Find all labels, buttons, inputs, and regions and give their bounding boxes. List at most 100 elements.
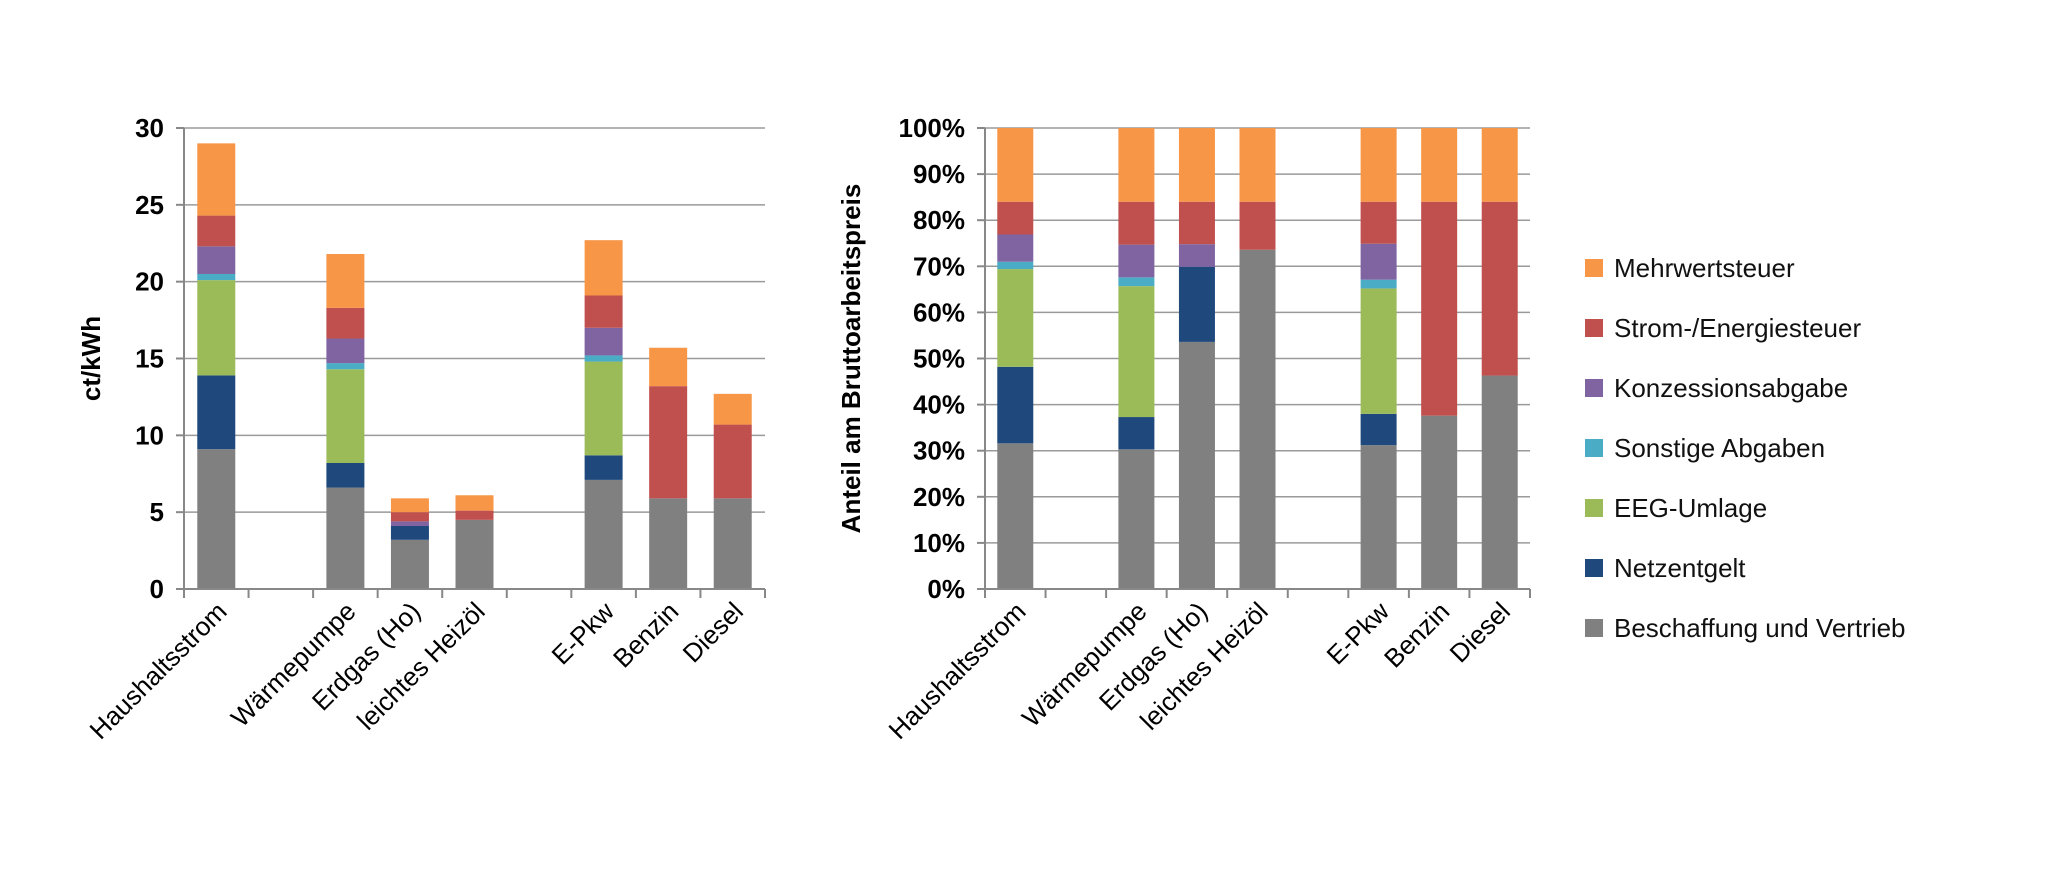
legend: Mehrwertsteuer Strom-/Energiesteuer Konzes… [1585,253,1906,643]
bar-segment-konzessionsabgabe-erdgas-ho [1178,244,1215,267]
legend-swatch-netzentgelt [1585,559,1603,577]
bar-segment-eeg-umlage-waermepumpe [326,369,365,463]
bar-segment-strom-energiesteuer-waermepumpe [326,307,365,339]
legend-swatch-konzessionsabgabe [1585,379,1603,397]
y-axis-title: Anteil am Bruttoarbeitspreis [836,184,866,534]
bar-segment-sonstige-abgaben-waermepumpe [326,363,365,370]
bar-segment-mehrwertsteuer-diesel [1481,128,1518,202]
bar-segment-mehrwertsteuer-erdgas-ho [390,498,429,513]
bar-segment-strom-energiesteuer-erdgas-ho [390,512,429,522]
y-tick-label: 5 [150,497,164,527]
y-tick-label: 20 [135,267,164,297]
bar-segment-konzessionsabgabe-waermepumpe [1118,244,1155,278]
y-tick-label: 90% [913,159,965,189]
bar-segment-strom-energiesteuer-leichtes-heizoel [455,510,494,520]
bar-segment-konzessionsabgabe-haushaltsstrom [197,246,236,274]
x-category-label: Benzin [1378,596,1455,673]
bar-segment-strom-energiesteuer-diesel [1481,201,1518,376]
y-axis-title: ct/kWh [76,316,106,401]
bar-segment-eeg-umlage-e-pkw [584,361,623,456]
bar-segment-sonstige-abgaben-e-pkw [584,355,623,362]
legend-label-strom-energiesteuer: Strom-/Energiesteuer [1614,313,1861,343]
bar-segment-beschaffung-und-vertrieb-diesel [713,498,752,589]
bar-segment-konzessionsabgabe-e-pkw [1360,243,1397,280]
bar-segment-konzessionsabgabe-haushaltsstrom [997,234,1034,262]
legend-swatch-beschaffung-und-vertrieb [1585,619,1603,637]
bar-segment-beschaffung-und-vertrieb-haushaltsstrom [197,449,236,589]
bar-segment-beschaffung-und-vertrieb-erdgas-ho [1178,341,1215,589]
bar-segment-sonstige-abgaben-haushaltsstrom [997,261,1034,270]
y-tick-label: 25 [135,190,164,220]
bar-segment-strom-energiesteuer-benzin [649,386,688,499]
bar-segment-beschaffung-und-vertrieb-leichtes-heizoel [1239,249,1276,590]
bar-segment-sonstige-abgaben-e-pkw [1360,279,1397,289]
bar-segment-sonstige-abgaben-haushaltsstrom [197,273,236,281]
bar-segment-eeg-umlage-haushaltsstrom [997,269,1034,367]
x-category-label: Diesel [1444,596,1516,668]
y-tick-label: 30% [913,436,965,466]
bar-segment-mehrwertsteuer-erdgas-ho [1178,128,1215,202]
y-tick-label: 50% [913,344,965,374]
legend-label-netzentgelt: Netzentgelt [1614,553,1746,583]
bar-segment-mehrwertsteuer-waermepumpe [326,254,365,308]
bar-segment-mehrwertsteuer-haushaltsstrom [997,128,1034,202]
bar-segment-netzentgelt-e-pkw [584,455,623,480]
bar-segment-eeg-umlage-e-pkw [1360,288,1397,414]
bar-segment-beschaffung-und-vertrieb-e-pkw [584,479,623,589]
bar-segment-mehrwertsteuer-diesel [713,393,752,425]
bar-segment-netzentgelt-waermepumpe [326,462,365,488]
bar-segment-strom-energiesteuer-e-pkw [584,295,623,328]
bar-segment-strom-energiesteuer-haushaltsstrom [997,201,1034,235]
bar-segment-strom-energiesteuer-e-pkw [1360,201,1397,244]
bar-segment-strom-energiesteuer-diesel [713,424,752,499]
y-tick-label: 10 [135,420,164,450]
y-tick-label: 70% [913,251,965,281]
bar-segment-netzentgelt-erdgas-ho [390,525,429,540]
bar-segment-mehrwertsteuer-haushaltsstrom [197,143,236,216]
bar-segment-sonstige-abgaben-waermepumpe [1118,277,1155,287]
x-category-label: Benzin [607,596,684,673]
bar-segment-strom-energiesteuer-haushaltsstrom [197,215,236,247]
bar-segment-beschaffung-und-vertrieb-diesel [1481,375,1518,589]
bar-segment-strom-energiesteuer-benzin [1421,201,1458,416]
x-category-label: Haushaltsstrom [84,596,233,745]
legend-swatch-sonstige-abgaben [1585,439,1603,457]
bar-segment-beschaffung-und-vertrieb-benzin [649,498,688,589]
legend-label-eeg-umlage: EEG-Umlage [1614,493,1767,523]
bar-segment-mehrwertsteuer-e-pkw [1360,128,1397,202]
bar-segment-beschaffung-und-vertrieb-waermepumpe [1118,449,1155,589]
bar-segment-eeg-umlage-haushaltsstrom [197,280,236,376]
y-tick-label: 0 [150,574,164,604]
y-tick-label: 30 [135,113,164,143]
bar-segment-beschaffung-und-vertrieb-erdgas-ho [390,539,429,589]
bar-segment-beschaffung-und-vertrieb-e-pkw [1360,445,1397,589]
bar-segment-beschaffung-und-vertrieb-leichtes-heizoel [455,519,494,589]
bar-segment-netzentgelt-haushaltsstrom [997,366,1034,444]
bar-segment-beschaffung-und-vertrieb-benzin [1421,415,1458,589]
legend-label-konzessionsabgabe: Konzessionsabgabe [1614,373,1848,403]
y-tick-label: 0% [927,574,965,604]
y-tick-label: 100% [899,113,966,143]
chart-absolute-prices: 051015202530HaushaltsstromWärmepumpeErdg… [76,113,766,745]
bar-segment-netzentgelt-waermepumpe [1118,417,1155,450]
bar-segment-mehrwertsteuer-leichtes-heizoel [1239,128,1276,202]
y-tick-label: 80% [913,205,965,235]
bar-segment-mehrwertsteuer-benzin [1421,128,1458,202]
bar-segment-mehrwertsteuer-waermepumpe [1118,128,1155,202]
x-category-label: Diesel [677,596,749,668]
bar-segment-netzentgelt-e-pkw [1360,413,1397,446]
x-category-label: E-Pkw [546,596,620,670]
bar-segment-konzessionsabgabe-waermepumpe [326,338,365,364]
y-tick-label: 20% [913,482,965,512]
y-tick-label: 15 [135,344,164,374]
bar-segment-strom-energiesteuer-leichtes-heizoel [1239,201,1276,250]
bar-segment-beschaffung-und-vertrieb-waermepumpe [326,487,365,589]
bar-segment-strom-energiesteuer-erdgas-ho [1178,201,1215,245]
bar-segment-mehrwertsteuer-benzin [649,347,688,387]
x-category-label: Haushaltsstrom [883,596,1032,745]
legend-swatch-mehrwertsteuer [1585,259,1603,277]
bar-segment-konzessionsabgabe-e-pkw [584,327,623,356]
bar-segment-beschaffung-und-vertrieb-haushaltsstrom [997,443,1034,589]
y-tick-label: 40% [913,390,965,420]
